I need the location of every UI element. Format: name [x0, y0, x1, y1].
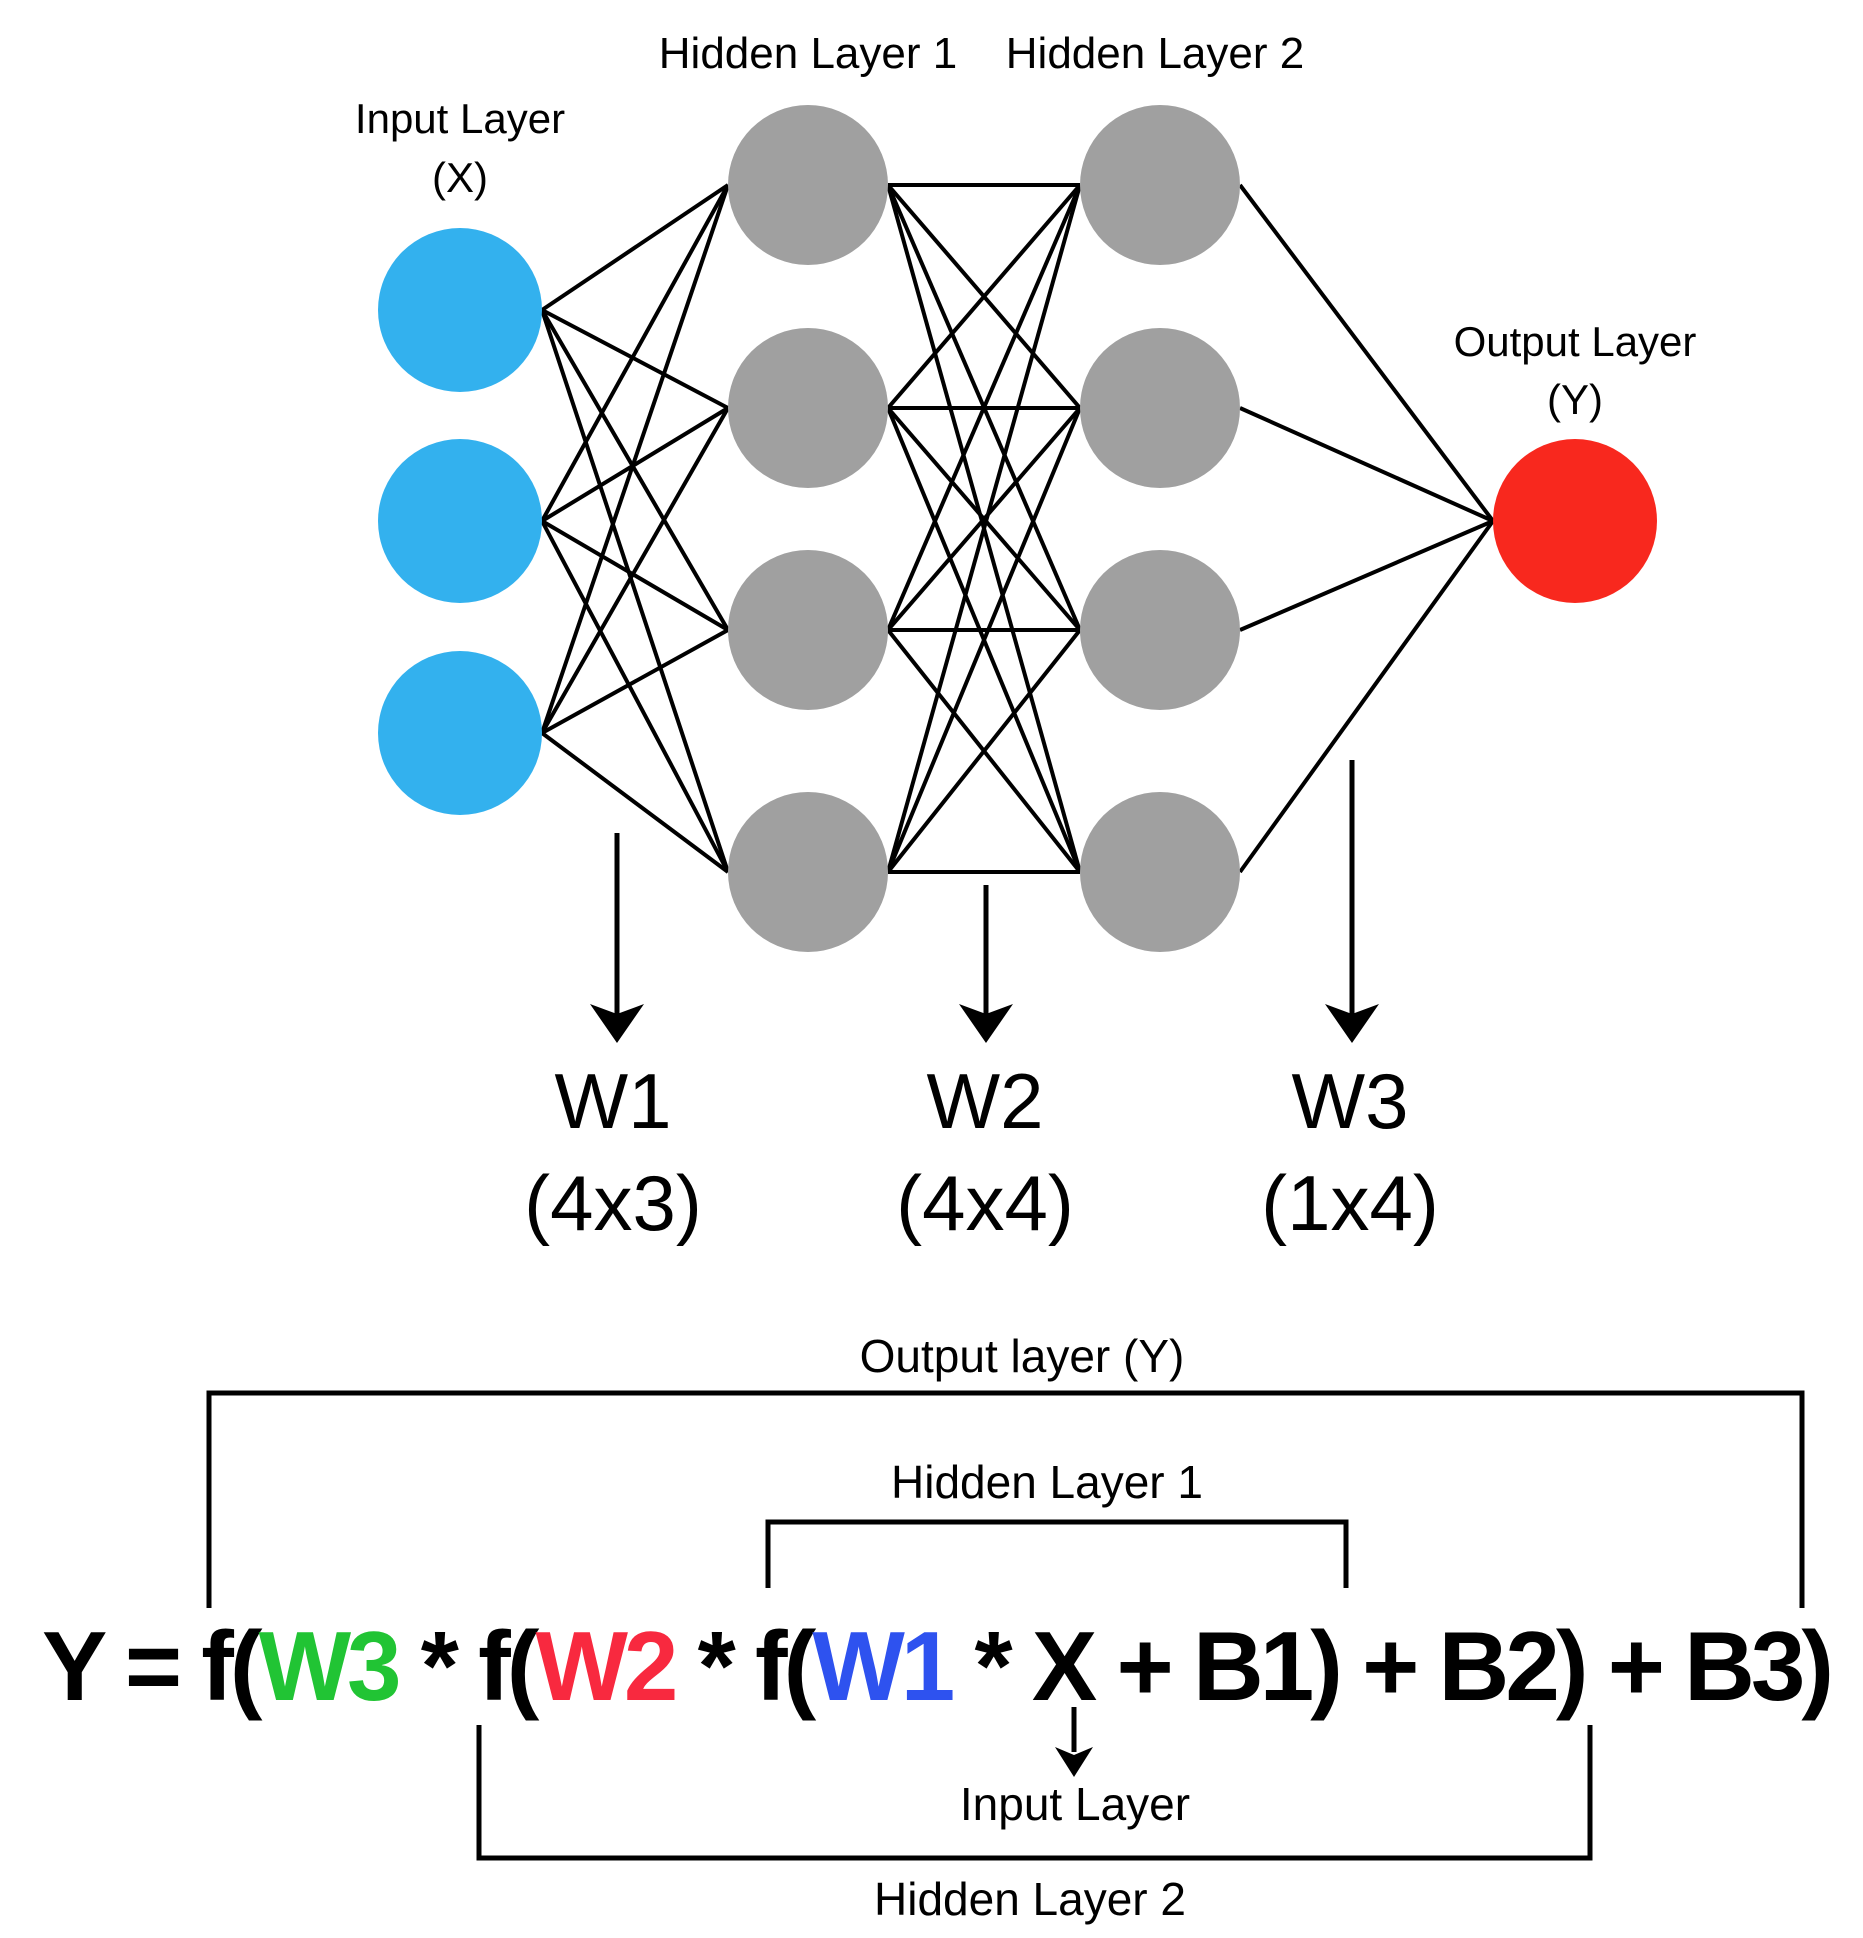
w3-arrow-icon: [1325, 760, 1379, 1043]
output-layer-subtitle: (Y): [1547, 376, 1603, 423]
brace-input-label: Input Layer: [960, 1778, 1190, 1830]
edge-line: [540, 183, 730, 312]
edge-line: [886, 183, 1082, 410]
edges-hidden1-to-hidden2: [886, 183, 1082, 874]
edge-line: [1238, 519, 1495, 874]
equation-part: * f(: [398, 1611, 540, 1721]
w1-shape-label: (4x3): [524, 1159, 702, 1247]
edges-input-to-hidden1: [540, 183, 730, 874]
input-layer-subtitle: (X): [432, 154, 488, 201]
w3-label: W3: [1292, 1057, 1409, 1145]
output-node: [1493, 439, 1657, 603]
hidden2-node-1: [1080, 105, 1240, 265]
input-layer-nodes: [378, 228, 542, 815]
edge-line: [540, 184, 730, 522]
brace-output: [206, 1390, 1805, 1608]
equation-part: * f(: [674, 1611, 816, 1721]
edge-line: [1239, 519, 1494, 632]
edge-line: [541, 308, 729, 410]
hidden1-node-2: [728, 328, 888, 488]
edge-line: [1239, 406, 1494, 523]
edge-line: [540, 731, 730, 874]
hidden-layer2-nodes: [1080, 105, 1240, 952]
w2-arrow-icon: [959, 885, 1013, 1043]
brace-hidden1-label: Hidden Layer 1: [891, 1456, 1203, 1508]
w2-label: W2: [927, 1057, 1044, 1145]
edge-line: [886, 407, 1082, 873]
brace-hidden2-label: Hidden Layer 2: [874, 1873, 1186, 1925]
edge-line: [540, 308, 730, 632]
w1-arrow-icon: [590, 833, 644, 1043]
edge-line: [540, 407, 730, 734]
equation-text: Y = f(W3 * f(W2 * f(W1 * X + B1) + B2) +…: [42, 1611, 1830, 1721]
input-layer-pointer-icon: [1055, 1707, 1093, 1777]
hidden-layer1-title: Hidden Layer 1: [659, 29, 957, 78]
hidden2-node-2: [1080, 328, 1240, 488]
equation-part: W1: [812, 1611, 952, 1721]
edge-line: [886, 406, 1082, 632]
hidden2-node-4: [1080, 792, 1240, 952]
input-node-3: [378, 651, 542, 815]
equation-part: W2: [535, 1611, 674, 1721]
equation-part: W3: [259, 1611, 398, 1721]
edge-line: [540, 519, 730, 632]
hidden2-node-3: [1080, 550, 1240, 710]
edge-line: [886, 628, 1082, 874]
edges-hidden2-to-output: [1238, 183, 1495, 874]
equation-part: * X + B1) + B2) + B3): [951, 1611, 1830, 1721]
brace-hidden2: [476, 1725, 1593, 1861]
input-layer-title: Input Layer: [355, 95, 565, 142]
edge-line: [540, 520, 730, 873]
hidden1-node-3: [728, 550, 888, 710]
hidden-layer1-nodes: [728, 105, 888, 952]
w3-shape-label: (1x4): [1261, 1159, 1439, 1247]
input-node-1: [378, 228, 542, 392]
brace-hidden1: [765, 1519, 1349, 1588]
edge-line: [541, 628, 729, 735]
w1-label: W1: [555, 1057, 672, 1145]
hidden-layer2-title: Hidden Layer 2: [1006, 29, 1304, 78]
arrow-head-icon: [959, 1004, 1013, 1043]
input-node-2: [378, 439, 542, 603]
arrow-head-icon: [1325, 1004, 1379, 1043]
arrow-head-icon: [590, 1004, 644, 1043]
arrow-head-icon: [1055, 1747, 1093, 1777]
equation-part: Y = f(: [42, 1611, 263, 1721]
edge-line: [1238, 183, 1495, 523]
w2-shape-label: (4x4): [896, 1159, 1074, 1247]
edge-line: [540, 184, 730, 734]
hidden1-node-4: [728, 792, 888, 952]
hidden1-node-1: [728, 105, 888, 265]
edge-line: [886, 184, 1082, 873]
output-layer-title: Output Layer: [1454, 318, 1697, 365]
edge-line: [540, 309, 730, 873]
edge-line: [886, 184, 1082, 631]
brace-output-label: Output layer (Y): [860, 1330, 1185, 1382]
